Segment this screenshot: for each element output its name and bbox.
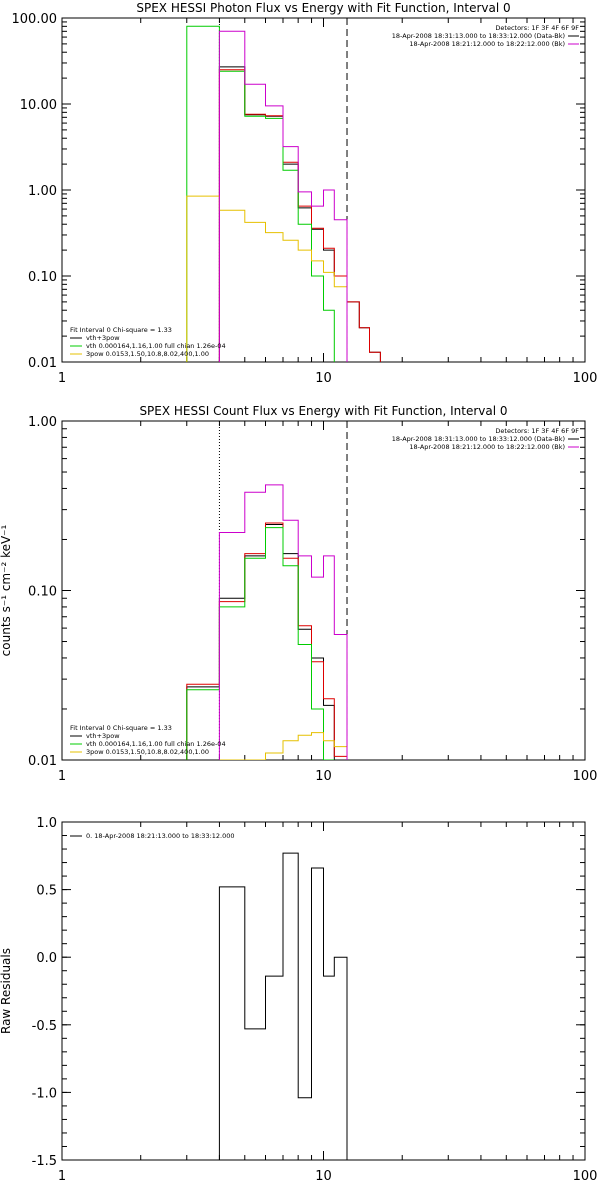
y-tick-label: 0.10 — [28, 270, 57, 285]
chart-panel-3: Raw Residuals 1 10 100 -1.5 -1.0 -0.5 0.0 0.5 1.0… — [0, 816, 597, 1184]
y-tick-label: 0.5 — [36, 884, 57, 899]
legend-entry: 3pow 0.0153,1.50,10.8,8.02,400,1.00 — [86, 748, 209, 756]
histogram-series-2 — [218, 69, 381, 362]
histogram-series-1 — [218, 852, 348, 1160]
legend-entry: vth+3pow — [86, 334, 120, 342]
header-text: 18-Apr-2008 18:21:12.000 to 18:22:12.000… — [409, 40, 565, 48]
x-tick-label: 100 — [573, 769, 598, 784]
histogram-series-1 — [186, 524, 347, 760]
y-tick-label: 1.0 — [36, 816, 57, 831]
histogram-series-4 — [219, 732, 348, 760]
chart-title: SPEX HESSI Count Flux vs Energy with Fit… — [139, 404, 507, 418]
histogram-series-5 — [218, 484, 348, 760]
histogram-series-4 — [186, 195, 348, 362]
x-tick-label: 1 — [58, 371, 66, 386]
y-tick-label: 0.01 — [28, 356, 57, 371]
legend-entry: 0. 18-Apr-2008 18:21:13.000 to 18:33:12.… — [86, 832, 235, 840]
x-tick-label: 100 — [573, 371, 598, 386]
y-tick-label: 100.00 — [12, 12, 58, 27]
fit-info-text: Fit Interval 0 Chi-square = 1.33 — [70, 724, 172, 732]
plot-area — [186, 25, 381, 362]
y-tick-label: -1.5 — [32, 1154, 57, 1169]
y-tick-label: 0.01 — [28, 754, 57, 769]
fit-info-text: Fit Interval 0 Chi-square = 1.33 — [70, 326, 172, 334]
x-tick-label: 10 — [315, 371, 332, 386]
histogram-series-3 — [186, 25, 335, 362]
y-axis-label: counts s⁻¹ cm⁻² keV⁻¹ — [0, 524, 13, 656]
header-text: 18-Apr-2008 18:31:13.000 to 18:33:12.000… — [392, 32, 565, 40]
y-axis-label: Raw Residuals — [0, 948, 13, 1034]
x-tick-label: 10 — [315, 1169, 332, 1184]
histogram-series-3 — [186, 527, 335, 760]
legend-entry: vth 0.000164,1.16,1.00 full chian 1.26e-… — [86, 740, 226, 748]
histogram-series-1 — [218, 66, 381, 362]
y-tick-label: -1.0 — [32, 1086, 57, 1101]
plot-area — [186, 484, 348, 760]
legend-entry: vth+3pow — [86, 732, 120, 740]
x-tick-label: 1 — [58, 769, 66, 784]
header-text: 18-Apr-2008 18:21:12.000 to 18:22:12.000… — [409, 443, 565, 451]
chart-panel-1: SPEX HESSI Photon Flux vs Energy with Fi… — [12, 1, 598, 386]
histogram-series-2 — [186, 522, 348, 760]
header-text: 18-Apr-2008 18:31:13.000 to 18:33:12.000… — [392, 435, 565, 443]
chart-title: SPEX HESSI Photon Flux vs Energy with Fi… — [136, 1, 510, 15]
y-tick-label: 1.00 — [28, 415, 57, 430]
legend-entry: 3pow 0.0153,1.50,10.8,8.02,400,1.00 — [86, 350, 209, 358]
plot-area — [218, 852, 348, 1160]
y-tick-label: 0.0 — [36, 951, 57, 966]
y-tick-label: 0.10 — [28, 585, 57, 600]
chart-panel-2: SPEX HESSI Count Flux vs Energy with Fit… — [0, 404, 597, 784]
legend-entry: vth 0.000164,1.16,1.00 full chian 1.26e-… — [86, 342, 226, 350]
y-tick-label: 1.00 — [28, 184, 57, 199]
header-text: Detectors: 1F 3F 4F 6F 9F — [495, 24, 579, 32]
histogram-series-5 — [218, 30, 348, 362]
x-tick-label: 1 — [58, 1169, 66, 1184]
y-tick-label: -0.5 — [32, 1019, 57, 1034]
x-tick-label: 100 — [573, 1169, 598, 1184]
x-tick-label: 10 — [315, 769, 332, 784]
y-tick-label: 10.00 — [20, 98, 57, 113]
header-text: Detectors: 1F 3F 4F 6F 9F — [495, 427, 579, 435]
